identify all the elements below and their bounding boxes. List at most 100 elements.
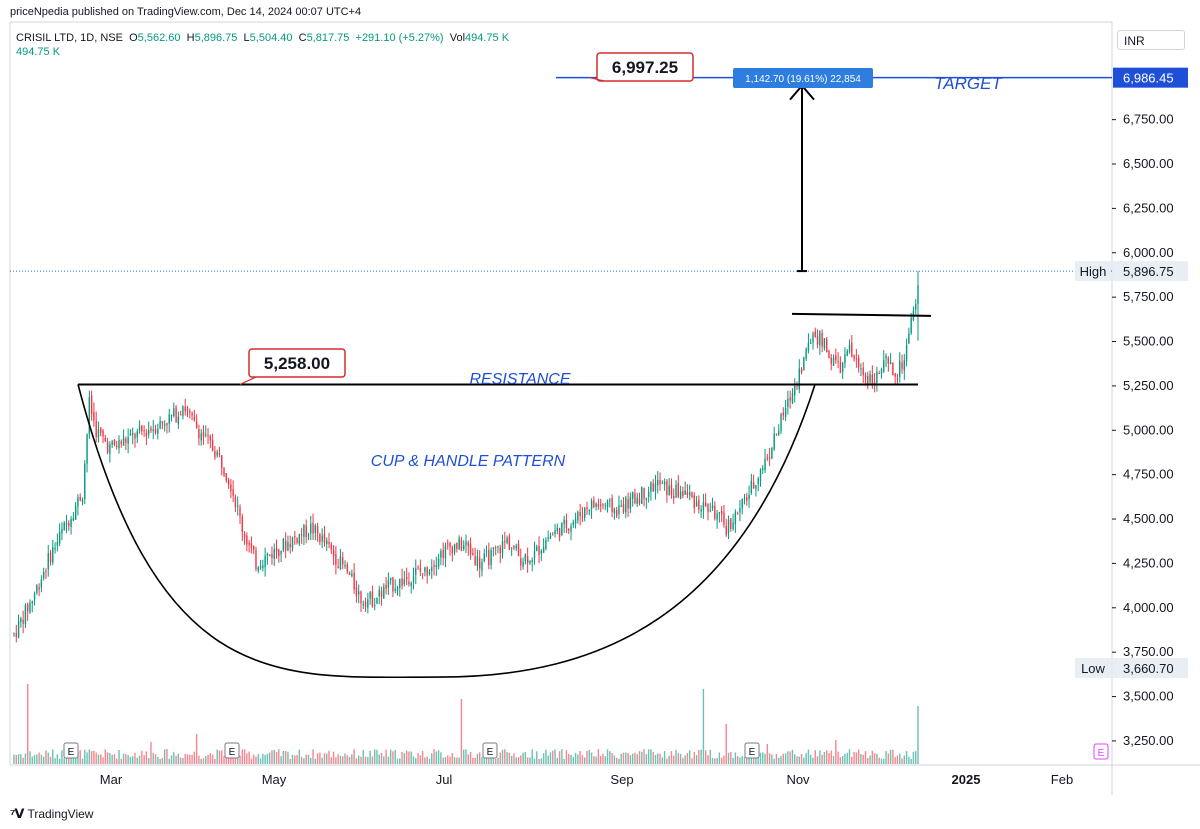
candle-body — [38, 587, 40, 590]
volume-bar — [177, 753, 180, 764]
volume-bar — [798, 756, 801, 764]
candle-body — [106, 441, 109, 453]
candle-body — [79, 496, 81, 501]
candle-body — [522, 561, 524, 567]
volume-bar — [389, 749, 392, 764]
price-axis[interactable]: 3,250.00 3,500.00 3,750.00 4,000.00 4,250.00… — [1075, 67, 1188, 748]
volume-bar — [113, 754, 116, 764]
y-axis-tick-label: 3,250.00 — [1123, 733, 1174, 748]
candle-body — [636, 497, 638, 504]
volume-bar — [497, 757, 499, 764]
candle-body — [467, 542, 469, 547]
volume-bar — [264, 754, 266, 764]
y-axis-tick-label: 6,750.00 — [1123, 112, 1174, 127]
candle-body — [353, 572, 355, 590]
candle-body — [68, 522, 70, 527]
volume-bar — [538, 758, 540, 764]
high-tag-label: High — [1080, 264, 1107, 279]
volume-bar — [307, 754, 310, 764]
candle-body — [323, 533, 326, 543]
candle-body — [296, 538, 298, 543]
earnings-marker-label: E — [68, 747, 75, 758]
candle-body — [95, 420, 97, 438]
candle-body — [583, 507, 586, 518]
volume-bar — [344, 753, 346, 764]
volume-bar — [570, 754, 572, 764]
open-label: O — [129, 32, 138, 44]
volume-bar — [844, 753, 846, 764]
candle-body — [280, 550, 282, 555]
volume-bar — [821, 754, 823, 764]
candle-body — [45, 570, 47, 572]
resistance-callout-text: 5,258.00 — [264, 354, 330, 373]
volume-bar — [447, 755, 449, 764]
volume-bar — [369, 750, 371, 764]
volume-bar — [837, 751, 839, 764]
candle-body — [894, 373, 896, 377]
volume-bar — [673, 755, 675, 764]
candle-body — [695, 501, 698, 507]
candle-body — [184, 406, 186, 412]
volume-bar — [396, 758, 399, 764]
candle-body — [682, 491, 684, 497]
candle-body — [189, 410, 191, 413]
candle-body — [819, 331, 821, 346]
volume-bar — [259, 758, 262, 764]
candle-body — [373, 605, 376, 607]
candle-body — [344, 565, 346, 567]
volume-bar — [152, 752, 154, 764]
volume-bar — [136, 757, 138, 764]
volume-bar — [883, 758, 885, 764]
candle-body — [52, 547, 54, 563]
candle-body — [237, 505, 239, 507]
candle-body — [177, 416, 180, 424]
currency-selector[interactable]: INR — [1117, 30, 1185, 50]
volume-bar — [579, 750, 581, 764]
handle-top-line — [791, 312, 932, 317]
volume-bar — [643, 749, 645, 764]
candle-body — [789, 397, 791, 401]
target-label: TARGET — [934, 74, 1003, 93]
y-axis-tick-label: 6,000.00 — [1123, 245, 1174, 260]
volume-bar — [828, 753, 830, 764]
candle-body — [725, 525, 727, 535]
time-axis[interactable]: Mar May Jul Sep Nov 2025 Feb — [100, 772, 1073, 787]
candle-body — [122, 437, 125, 446]
volume-bar — [880, 758, 883, 764]
candle-body — [641, 487, 643, 504]
publisher-credit: priceNpedia published on TradingView.com… — [10, 6, 362, 18]
volume-bar — [819, 750, 821, 764]
candle-body — [860, 368, 862, 370]
candle-body — [494, 547, 497, 549]
candle-body — [97, 429, 100, 438]
candle-body — [421, 573, 424, 575]
candle-body — [271, 554, 273, 558]
candle-body — [558, 527, 561, 538]
target-callout-text: 6,997.25 — [612, 58, 678, 77]
volume-bar — [565, 750, 568, 764]
volume-bar — [501, 749, 504, 764]
volume-bar — [38, 752, 40, 764]
volume-bar — [545, 749, 547, 764]
volume-bar — [127, 755, 129, 764]
volume-bar — [453, 757, 456, 764]
y-axis-tick-label: 4,250.00 — [1123, 555, 1174, 570]
candle-body — [698, 499, 700, 510]
volume-bar — [593, 756, 595, 764]
volume-bar — [248, 751, 250, 764]
volume-bar — [762, 752, 764, 764]
candle-body — [611, 498, 613, 512]
candle-body — [752, 482, 755, 489]
volume-bar — [478, 752, 481, 764]
volume-bar — [465, 749, 467, 764]
candle-body — [899, 360, 901, 378]
candle-body — [72, 518, 75, 521]
tradingview-logo[interactable]: ⁷𝗩 TradingView — [10, 806, 93, 822]
candle-body — [718, 512, 721, 514]
volume-bar — [291, 754, 294, 764]
volume-bar — [730, 751, 732, 764]
volume-bar — [768, 753, 771, 764]
candle-body — [120, 441, 123, 445]
low-label: L — [243, 32, 250, 44]
